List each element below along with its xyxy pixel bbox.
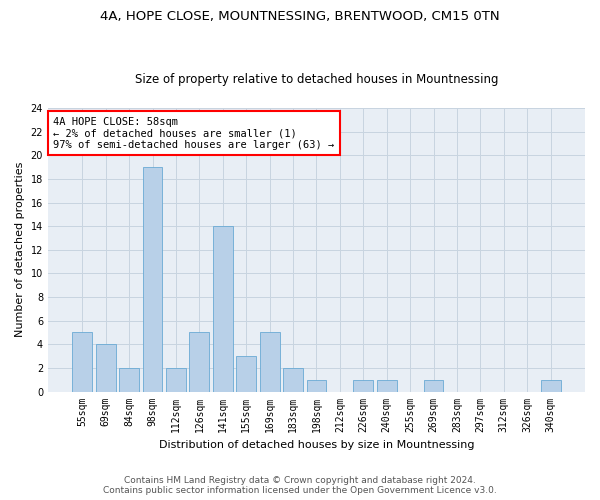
Text: Contains HM Land Registry data © Crown copyright and database right 2024.
Contai: Contains HM Land Registry data © Crown c… xyxy=(103,476,497,495)
Y-axis label: Number of detached properties: Number of detached properties xyxy=(15,162,25,338)
Bar xyxy=(260,332,280,392)
Bar xyxy=(143,167,163,392)
X-axis label: Distribution of detached houses by size in Mountnessing: Distribution of detached houses by size … xyxy=(159,440,474,450)
Bar xyxy=(166,368,186,392)
Bar xyxy=(73,332,92,392)
Bar xyxy=(377,380,397,392)
Bar xyxy=(307,380,326,392)
Text: 4A HOPE CLOSE: 58sqm
← 2% of detached houses are smaller (1)
97% of semi-detache: 4A HOPE CLOSE: 58sqm ← 2% of detached ho… xyxy=(53,116,335,150)
Bar xyxy=(283,368,303,392)
Bar xyxy=(190,332,209,392)
Bar xyxy=(236,356,256,392)
Text: 4A, HOPE CLOSE, MOUNTNESSING, BRENTWOOD, CM15 0TN: 4A, HOPE CLOSE, MOUNTNESSING, BRENTWOOD,… xyxy=(100,10,500,23)
Bar xyxy=(541,380,560,392)
Bar xyxy=(353,380,373,392)
Bar xyxy=(424,380,443,392)
Bar xyxy=(119,368,139,392)
Bar xyxy=(96,344,116,392)
Bar xyxy=(213,226,233,392)
Title: Size of property relative to detached houses in Mountnessing: Size of property relative to detached ho… xyxy=(135,73,498,86)
